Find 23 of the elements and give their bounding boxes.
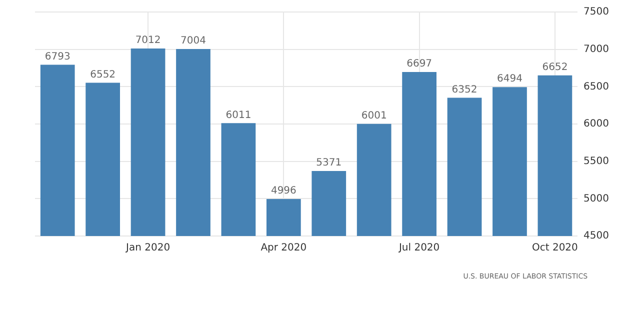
y-tick-label: 5000 bbox=[584, 193, 610, 204]
data-label: 4996 bbox=[270, 186, 296, 197]
x-tick-label: Jul 2020 bbox=[398, 242, 440, 254]
y-tick-label: 7000 bbox=[584, 44, 610, 55]
y-tick-label: 4500 bbox=[584, 230, 610, 242]
x-tick-label: Oct 2020 bbox=[532, 242, 578, 254]
data-label: 6011 bbox=[226, 110, 252, 121]
x-tick-label: Jan 2020 bbox=[125, 242, 170, 254]
y-tick-label: 6000 bbox=[584, 118, 610, 130]
data-label: 6001 bbox=[361, 110, 387, 122]
data-label: 6552 bbox=[90, 69, 116, 80]
data-label: 6494 bbox=[497, 74, 522, 85]
data-label: 7012 bbox=[135, 35, 161, 46]
data-label: 6652 bbox=[542, 62, 568, 73]
data-label: 7004 bbox=[180, 36, 206, 47]
y-tick-label: 6500 bbox=[584, 81, 610, 92]
y-tick-label: 5500 bbox=[584, 156, 610, 167]
y-tick-label: 7500 bbox=[584, 6, 610, 18]
data-label: 6352 bbox=[452, 84, 478, 96]
data-label: 6793 bbox=[44, 51, 70, 62]
x-tick-label: Apr 2020 bbox=[260, 242, 307, 254]
data-label: 6697 bbox=[406, 58, 432, 70]
data-label: 5371 bbox=[316, 158, 342, 169]
